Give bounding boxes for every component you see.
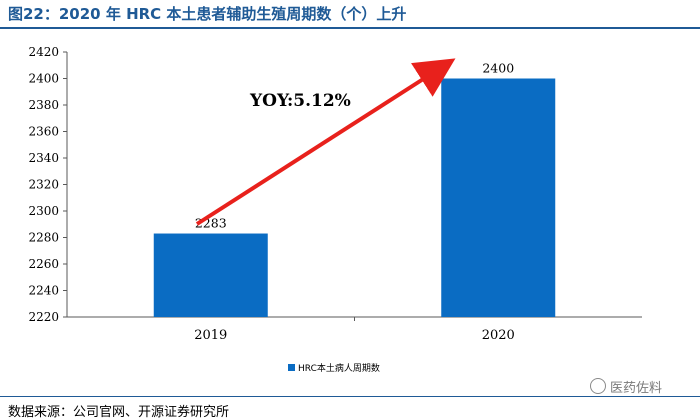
y-tick-label: 2340	[28, 151, 59, 165]
bar-2020	[441, 78, 556, 317]
x-tick-label-2020: 2020	[482, 328, 515, 343]
x-tick-label-2019: 2019	[194, 328, 227, 343]
legend: HRC本土病人周期数	[288, 362, 380, 374]
source-note: 数据来源：公司官网、开源证券研究所	[8, 405, 230, 420]
title-divider	[0, 27, 700, 29]
y-tick-label: 2280	[28, 231, 59, 245]
y-tick-label: 2360	[28, 125, 59, 139]
data-label-2020: 2400	[482, 61, 514, 76]
y-tick-label: 2300	[28, 204, 59, 218]
wechat-icon	[590, 378, 606, 394]
y-tick-label: 2400	[28, 72, 59, 86]
y-tick-label: 2320	[28, 178, 59, 192]
chart-title: 图22：2020 年 HRC 本土患者辅助生殖周期数（个）上升	[8, 5, 407, 23]
y-tick-label: 2220	[28, 310, 59, 324]
y-tick-label: 2240	[28, 284, 59, 298]
yoy-arrow	[195, 58, 456, 226]
bar-2019	[153, 233, 268, 317]
y-tick-label: 2420	[28, 45, 59, 59]
watermark: 医药佐料	[590, 377, 662, 396]
legend-label: HRC本土病人周期数	[298, 362, 380, 374]
watermark-text: 医药佐料	[610, 381, 663, 396]
legend-swatch	[288, 364, 295, 371]
y-tick-label: 2260	[28, 257, 59, 271]
y-tick-label: 2380	[28, 98, 59, 112]
source-divider	[0, 396, 700, 397]
yoy-annotation: YOY:5.12%	[249, 91, 351, 111]
